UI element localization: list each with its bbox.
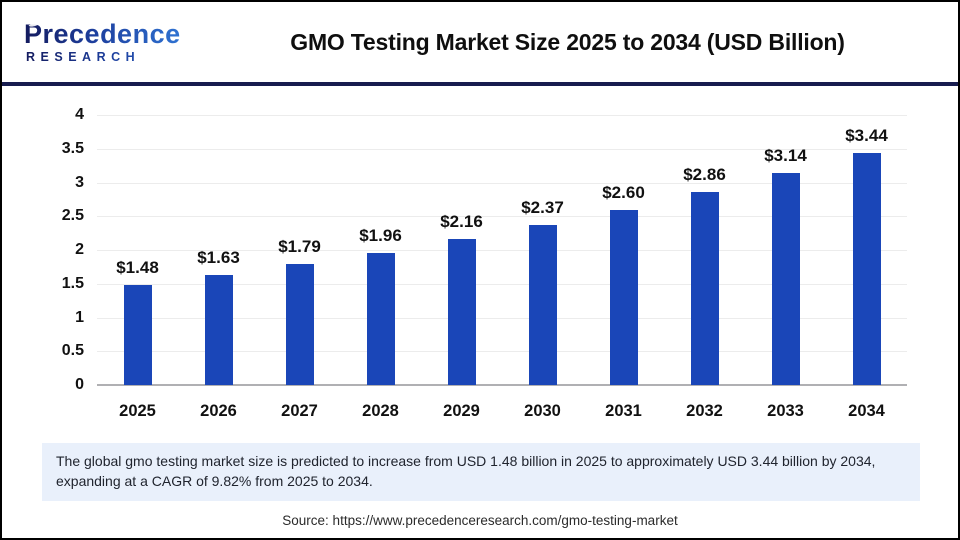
x-tick-label: 2031 [605,402,642,420]
x-tick-label: 2034 [848,402,885,420]
bar-value-label: $1.96 [359,225,402,245]
gridline [97,250,907,251]
bar-2025 [123,285,152,385]
gridline [97,317,907,319]
gridline [97,148,907,150]
bar-chart-plot-area: 0 0.5 1 1.5 2 2.5 3 3.5 4 $1.48 2025 $1.63 2026 $1.79… [62,106,907,420]
bar-2028 [366,252,395,385]
x-tick-label: 2028 [362,402,399,420]
header: Precedence RESEARCH GMO Testing Market S… [2,2,958,82]
y-tick-label: 2 [75,241,84,258]
bar-2034 [852,152,881,385]
bar-value-label: $1.63 [197,247,240,267]
summary-note: The global gmo testing market size is pr… [42,443,920,501]
y-tick-label: 2.5 [61,207,84,225]
y-tick-label: 1.5 [61,274,84,292]
x-axis-baseline [97,384,907,386]
bar-2031 [609,209,638,385]
y-tick-label: 0.5 [61,342,84,360]
y-tick-label: 1 [75,308,84,326]
x-tick-label: 2027 [281,402,318,420]
x-tick-label: 2033 [767,402,804,420]
logo-text: Precedence [24,18,181,49]
bar-2030 [528,225,557,385]
gridline [97,182,907,184]
gridline [97,216,907,218]
bar-2027 [285,264,314,385]
bar-value-label: $1.48 [116,258,159,278]
bar-value-label: $2.16 [440,212,483,232]
bar-value-label: $2.37 [521,198,564,218]
y-tick-label: 3 [75,173,84,191]
bar-2026 [204,274,233,385]
bar-2033 [771,173,800,385]
bar-value-label: $3.44 [845,125,888,145]
x-tick-label: 2026 [200,402,237,420]
precedence-research-logo: Precedence RESEARCH [2,18,217,64]
bar-2029 [447,239,476,385]
x-tick-label: 2032 [686,402,723,420]
gridline [97,115,907,116]
header-divider [2,82,958,86]
x-tick-label: 2029 [443,402,480,420]
bar-value-label: $1.79 [278,237,321,257]
y-tick-label: 3.5 [61,139,84,157]
source-attribution: Source: https://www.precedenceresearch.c… [282,513,678,528]
bar-value-label: $2.86 [683,164,726,184]
gridline [97,283,907,285]
logo-wordmark: Precedence [24,18,181,49]
gridline [97,351,907,353]
logo-subtext: RESEARCH [24,51,217,64]
x-tick-label: 2030 [524,402,561,420]
bar-value-label: $2.60 [602,182,645,202]
bar-value-label: $3.14 [764,146,807,166]
page-title: GMO Testing Market Size 2025 to 2034 (US… [290,28,845,55]
y-tick-label: 0 [75,376,84,393]
bar-2032 [690,191,719,385]
y-tick-label: 4 [75,106,84,123]
x-tick-label: 2025 [119,402,156,420]
